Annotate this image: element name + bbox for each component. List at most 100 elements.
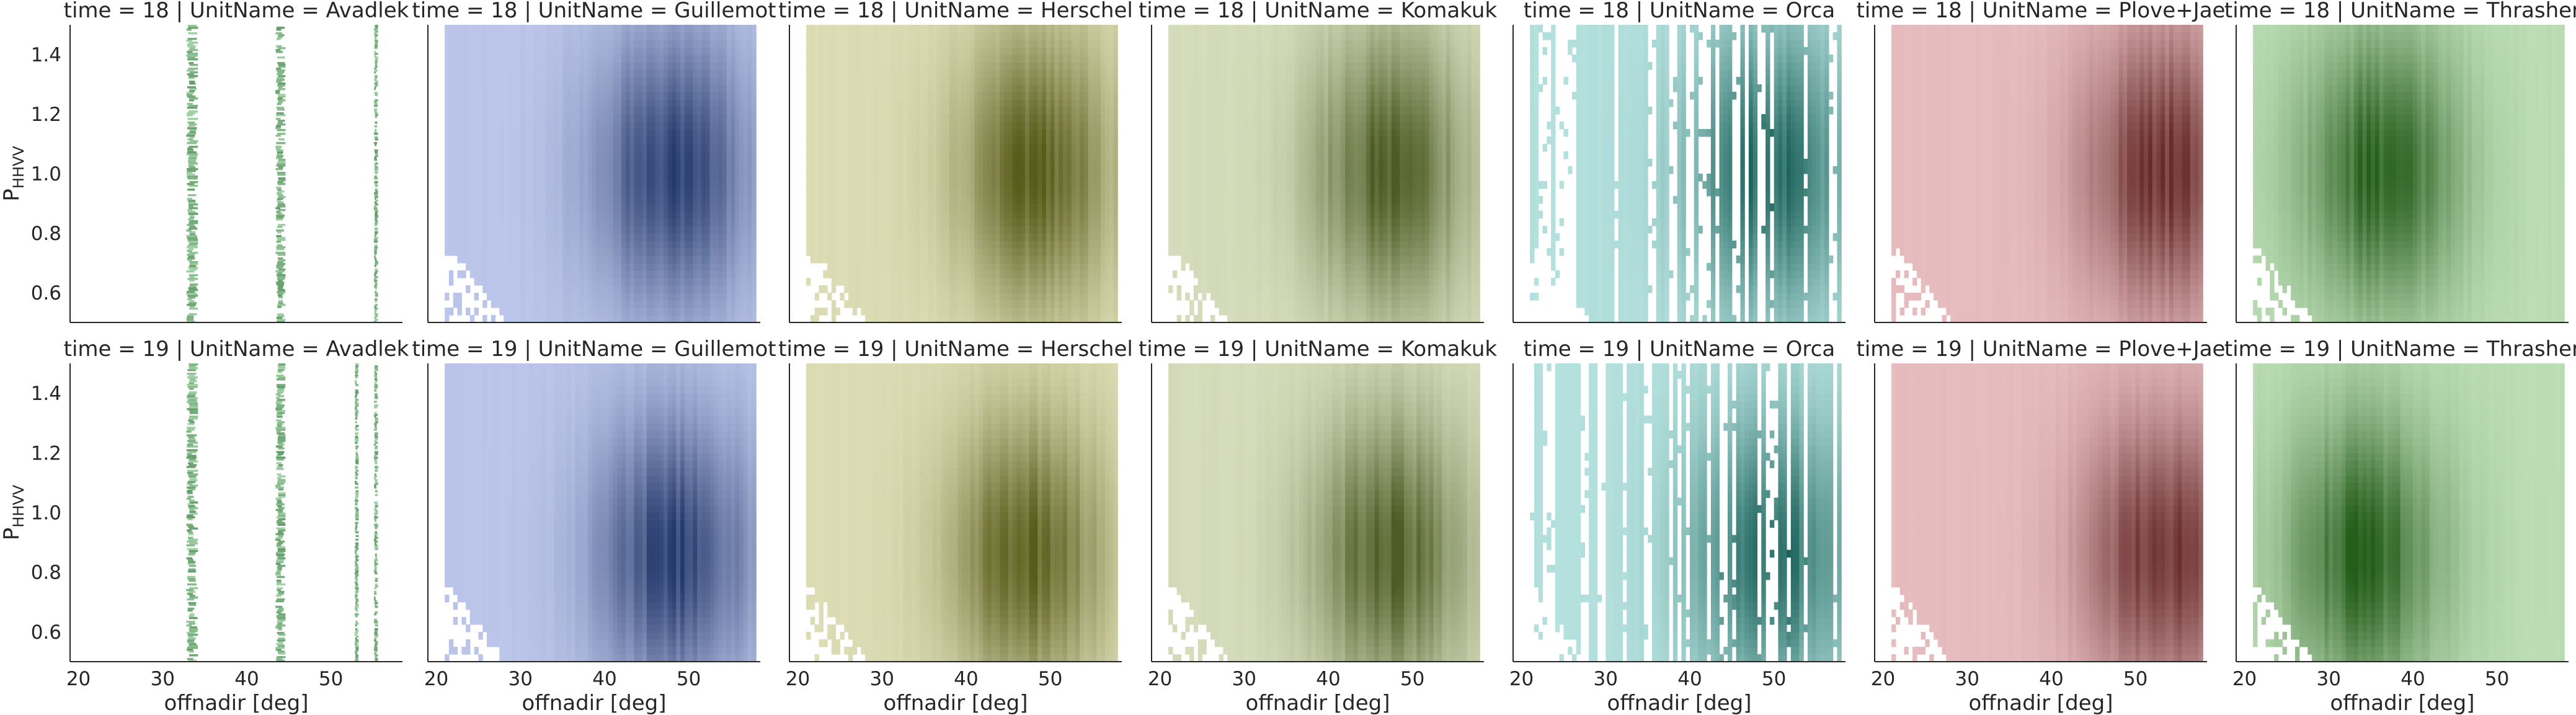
heatmap-cell — [676, 248, 680, 256]
heatmap-cell — [466, 233, 470, 241]
heatmap-cell — [517, 270, 521, 278]
heatmap-cell — [461, 47, 466, 55]
heatmap-cell — [651, 107, 655, 115]
heatmap-cell — [584, 285, 588, 293]
heatmap-cell — [533, 122, 538, 130]
heatmap-cell — [575, 181, 580, 189]
heatmap-cell — [617, 144, 621, 152]
heatmap-cell — [187, 95, 196, 98]
heatmap-cell — [504, 270, 508, 278]
heatmap-cell — [478, 233, 482, 241]
heatmap-cell — [596, 114, 600, 122]
heatmap-cell — [550, 300, 554, 308]
heatmap-cell — [504, 226, 508, 234]
heatmap-cell — [187, 151, 197, 154]
heatmap-cell — [651, 144, 655, 152]
heatmap-cell — [470, 196, 474, 204]
heatmap-cell — [375, 153, 378, 156]
heatmap-cell — [554, 159, 559, 167]
heatmap-cell — [680, 211, 685, 219]
heatmap-cell — [375, 86, 376, 89]
heatmap-cell — [685, 32, 689, 40]
heatmap-cell — [701, 241, 706, 249]
heatmap-cell — [689, 248, 693, 256]
heatmap-cell — [537, 92, 541, 100]
heatmap-cell — [584, 55, 588, 63]
heatmap-cell — [278, 120, 285, 122]
heatmap-cell — [375, 56, 378, 59]
heatmap-cell — [579, 181, 584, 189]
heatmap-cell — [512, 189, 517, 197]
heatmap-cell — [600, 241, 605, 249]
heatmap-cell — [470, 166, 474, 174]
heatmap-cell — [461, 174, 466, 182]
heatmap-cell — [499, 40, 504, 48]
heatmap-cell — [487, 77, 491, 85]
heatmap-cell — [609, 278, 613, 286]
heatmap-cell — [276, 282, 284, 284]
heatmap-cell — [546, 270, 550, 278]
heatmap-cell — [626, 25, 630, 33]
heatmap-cell — [651, 174, 655, 182]
heatmap-cell — [546, 151, 550, 159]
heatmap-cell — [466, 181, 470, 189]
heatmap-cell — [655, 99, 659, 107]
heatmap-cell — [541, 55, 546, 63]
heatmap-cell — [567, 189, 571, 197]
heatmap-cell — [659, 203, 664, 211]
heatmap-cell — [558, 181, 562, 189]
heatmap-cell — [508, 40, 512, 48]
heatmap-cell — [508, 278, 512, 286]
heatmap-cell — [537, 69, 541, 78]
heatmap-cell — [664, 174, 668, 182]
heatmap-cell — [588, 40, 592, 48]
heatmap-cell — [525, 136, 529, 144]
heatmap-cell — [571, 278, 575, 286]
heatmap-cell — [668, 107, 672, 115]
heatmap-cell — [495, 84, 500, 92]
heatmap-cell — [575, 285, 580, 293]
heatmap-cell — [533, 129, 538, 137]
heatmap-cell — [487, 159, 491, 167]
heatmap-cell — [609, 84, 613, 92]
heatmap-cell — [374, 311, 376, 314]
heatmap-cell — [605, 174, 609, 182]
heatmap-cell — [621, 40, 626, 48]
heatmap-cell — [546, 278, 550, 286]
heatmap-cell — [374, 205, 376, 208]
heatmap-cell — [375, 155, 378, 158]
heatmap-cell — [609, 55, 613, 63]
heatmap-cell — [655, 32, 659, 40]
heatmap-cell — [458, 62, 462, 70]
heatmap-cell — [374, 133, 378, 135]
heatmap-cell — [596, 151, 600, 159]
heatmap-cell — [588, 151, 592, 159]
heatmap-cell — [584, 315, 588, 323]
heatmap-cell — [375, 308, 378, 310]
heatmap-cell — [461, 92, 466, 100]
heatmap-cell — [621, 315, 626, 323]
heatmap-cell — [562, 270, 567, 278]
heatmap-cell — [596, 211, 600, 219]
heatmap-cell — [664, 32, 668, 40]
heatmap-cell — [655, 300, 659, 308]
heatmap-cell — [461, 62, 466, 70]
heatmap-cell — [689, 122, 693, 130]
heatmap-cell — [626, 84, 630, 92]
heatmap-cell — [499, 129, 504, 137]
heatmap-cell — [188, 244, 197, 247]
heatmap-cell — [470, 226, 474, 234]
heatmap-cell — [626, 92, 630, 100]
heatmap-cell — [605, 122, 609, 130]
heatmap-cell — [668, 55, 672, 63]
heatmap-cell — [659, 62, 664, 70]
heatmap-cell — [517, 159, 521, 167]
heatmap-cell — [596, 241, 600, 249]
heatmap-cell — [374, 68, 376, 70]
heatmap-cell — [499, 241, 504, 249]
heatmap-cell — [600, 84, 605, 92]
heatmap-cell — [461, 226, 466, 234]
heatmap-cell — [562, 159, 567, 167]
heatmap-cell — [449, 129, 453, 137]
heatmap-cell — [605, 218, 609, 226]
